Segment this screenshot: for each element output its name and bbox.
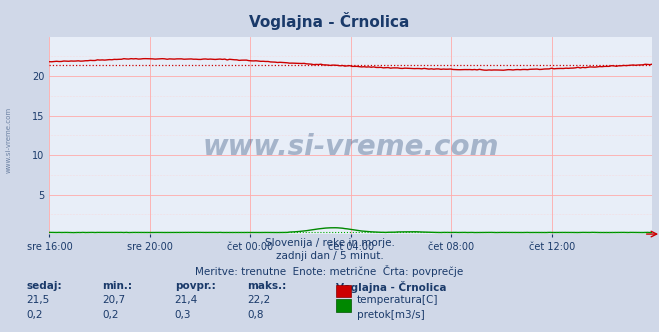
Text: 0,2: 0,2 [26,310,43,320]
Text: 21,4: 21,4 [175,295,198,305]
Text: maks.:: maks.: [247,281,287,290]
Text: 21,5: 21,5 [26,295,49,305]
Text: 22,2: 22,2 [247,295,270,305]
Text: 0,8: 0,8 [247,310,264,320]
Text: www.si-vreme.com: www.si-vreme.com [5,106,12,173]
Text: pretok[m3/s]: pretok[m3/s] [357,310,425,320]
Text: 20,7: 20,7 [102,295,125,305]
Text: temperatura[C]: temperatura[C] [357,295,439,305]
Text: zadnji dan / 5 minut.: zadnji dan / 5 minut. [275,251,384,261]
Text: min.:: min.: [102,281,132,290]
Text: 0,3: 0,3 [175,310,191,320]
Text: Slovenija / reke in morje.: Slovenija / reke in morje. [264,238,395,248]
Text: povpr.:: povpr.: [175,281,215,290]
Text: Voglajna - Črnolica: Voglajna - Črnolica [249,12,410,30]
Text: Meritve: trenutne  Enote: metrične  Črta: povprečje: Meritve: trenutne Enote: metrične Črta: … [195,265,464,277]
Text: www.si-vreme.com: www.si-vreme.com [203,133,499,161]
Text: Voglajna - Črnolica: Voglajna - Črnolica [336,281,447,292]
Text: 0,2: 0,2 [102,310,119,320]
Text: sedaj:: sedaj: [26,281,62,290]
